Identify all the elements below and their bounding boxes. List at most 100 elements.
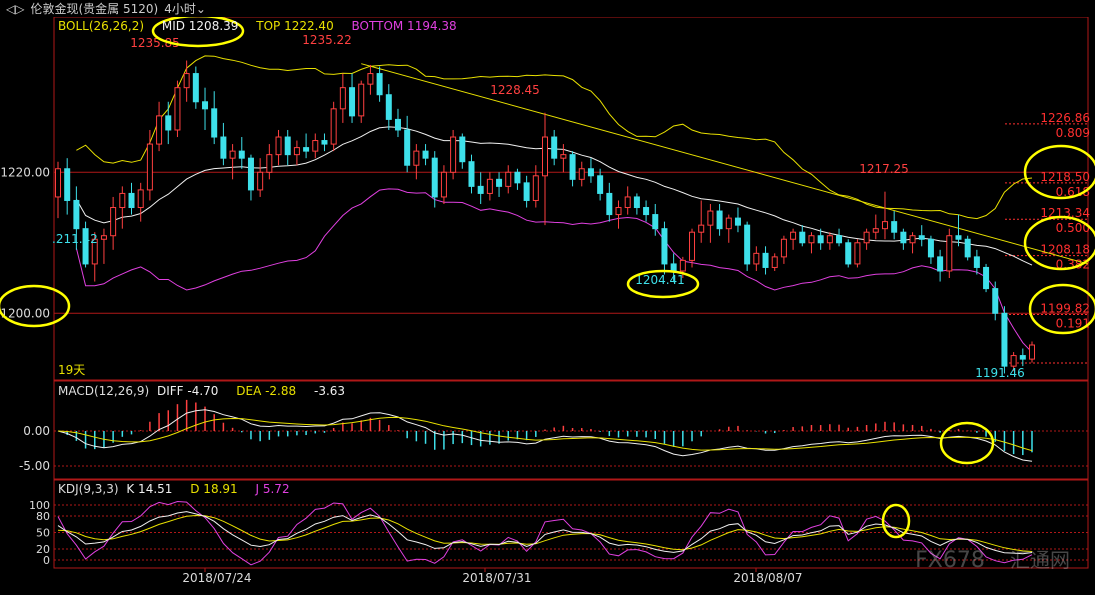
kdj-j: J 5.72 bbox=[255, 482, 290, 496]
period-selector[interactable]: 4小时⌄ bbox=[164, 0, 206, 17]
candle-body bbox=[496, 178, 503, 187]
candle-body bbox=[927, 238, 934, 258]
price-label-high3: 1228.45 bbox=[490, 83, 540, 97]
candle-body bbox=[64, 168, 71, 201]
candle-body bbox=[790, 231, 797, 240]
nav-arrows[interactable]: ◁▷ bbox=[6, 1, 25, 16]
candle-body bbox=[266, 154, 273, 173]
highlight-ellipse bbox=[0, 284, 71, 328]
kdj-tick-label: 100 bbox=[29, 499, 50, 512]
candle-body bbox=[937, 256, 944, 272]
candle-body bbox=[514, 171, 521, 184]
candle-body bbox=[358, 83, 365, 117]
candle-body bbox=[202, 101, 209, 110]
candle-body bbox=[431, 157, 438, 198]
boll-name: BOLL(26,26,2) bbox=[58, 19, 145, 33]
candle-body bbox=[707, 210, 714, 226]
candle-body bbox=[808, 235, 815, 244]
candle-body bbox=[385, 94, 392, 120]
candle-body bbox=[257, 171, 264, 191]
candle-body bbox=[652, 214, 659, 230]
candle-body bbox=[367, 73, 374, 85]
fib-price-label: 1208.18 bbox=[1040, 243, 1090, 257]
candle-body bbox=[128, 192, 135, 209]
candle-body bbox=[468, 161, 475, 187]
fib-ratio-label: 0.809 bbox=[1056, 126, 1090, 140]
candle-body bbox=[459, 136, 466, 163]
kdj-d: D 18.91 bbox=[190, 482, 238, 496]
price-label-start: .211.42 bbox=[52, 232, 98, 246]
highlight-ellipse bbox=[1023, 144, 1095, 200]
boll-mid: MID 1208.39 bbox=[161, 19, 239, 33]
candle-body bbox=[624, 196, 631, 209]
macd-tick-label: 0.00 bbox=[23, 424, 50, 438]
candle-body bbox=[275, 136, 282, 156]
candle-body bbox=[183, 73, 190, 89]
candle-body bbox=[725, 217, 732, 230]
candle-body bbox=[780, 238, 787, 258]
candle-body bbox=[1010, 355, 1017, 367]
candle-body bbox=[753, 252, 760, 265]
highlight-ellipse bbox=[881, 503, 911, 539]
macd-tick-label: -5.00 bbox=[19, 459, 50, 473]
candle-body bbox=[826, 235, 833, 244]
candle-body bbox=[734, 217, 741, 226]
kdj-tick-label: 80 bbox=[36, 510, 50, 523]
kdj-panel-frame bbox=[53, 479, 1089, 569]
candle-body bbox=[817, 235, 824, 244]
candle-body bbox=[284, 136, 291, 156]
kdj-tick-label: 20 bbox=[36, 543, 50, 556]
candle-body bbox=[146, 143, 153, 191]
candle-body bbox=[137, 189, 144, 209]
candle-body bbox=[165, 115, 172, 131]
highlight-ellipse bbox=[626, 269, 700, 299]
chevron-down-icon[interactable]: ⌄ bbox=[195, 2, 206, 16]
title-bar: ◁▷ 伦敦金现(贵金属 5120) 4小时⌄ bbox=[0, 0, 1095, 17]
fib-price-label: 1199.82 bbox=[1040, 302, 1090, 316]
candle-body bbox=[578, 168, 585, 180]
candle-body bbox=[349, 87, 356, 117]
candle-body bbox=[523, 182, 530, 201]
main-tick-label: 1220.00 bbox=[0, 165, 50, 179]
candle-body bbox=[744, 224, 751, 265]
candle-body bbox=[845, 242, 852, 265]
date-label: 2018/07/31 bbox=[462, 571, 531, 585]
kdj-tick-label: 50 bbox=[36, 527, 50, 540]
candle-body bbox=[716, 210, 723, 230]
candle-body bbox=[661, 228, 668, 265]
candle-body bbox=[505, 171, 512, 187]
candle-body bbox=[854, 242, 861, 265]
candle-body bbox=[247, 157, 254, 191]
candle-body bbox=[321, 140, 328, 145]
candle-body bbox=[55, 168, 61, 198]
candle-body bbox=[891, 221, 898, 233]
price-label-high2: 1235.22 bbox=[302, 33, 352, 47]
candle-body bbox=[1019, 355, 1026, 360]
days-label: 19天 bbox=[58, 363, 85, 377]
candle-body bbox=[872, 228, 879, 233]
candle-body bbox=[238, 150, 245, 159]
candle-body bbox=[404, 129, 411, 166]
candle-body bbox=[900, 231, 907, 244]
highlight-ellipse bbox=[1023, 215, 1095, 271]
watermark-text: 汇通网 bbox=[1010, 548, 1070, 572]
fib-ratio-label: 0.500 bbox=[1056, 221, 1090, 235]
kdj-k: K 14.51 bbox=[126, 482, 173, 496]
price-label-low2: 1191.46 bbox=[975, 366, 1025, 380]
candle-body bbox=[992, 288, 999, 314]
candle-body bbox=[670, 263, 677, 272]
fib-price-label: 1218.50 bbox=[1040, 170, 1090, 184]
kdj-d-line bbox=[57, 514, 1033, 552]
candle-body bbox=[477, 185, 484, 194]
candle-body bbox=[560, 154, 567, 159]
boll-header: BOLL(26,26,2) MID 1208.39 TOP 1222.40 BO… bbox=[58, 19, 457, 33]
macd-diff: DIFF -4.70 bbox=[156, 384, 219, 398]
candle-body bbox=[211, 108, 218, 138]
main-tick-label: 1200.00 bbox=[0, 306, 50, 320]
candle-body bbox=[1029, 344, 1035, 360]
candle-body bbox=[330, 108, 337, 145]
instrument-title: 伦敦金现(贵金属 5120) bbox=[30, 2, 159, 16]
macd-value: -3.63 bbox=[313, 384, 346, 398]
candle-body bbox=[762, 252, 769, 268]
